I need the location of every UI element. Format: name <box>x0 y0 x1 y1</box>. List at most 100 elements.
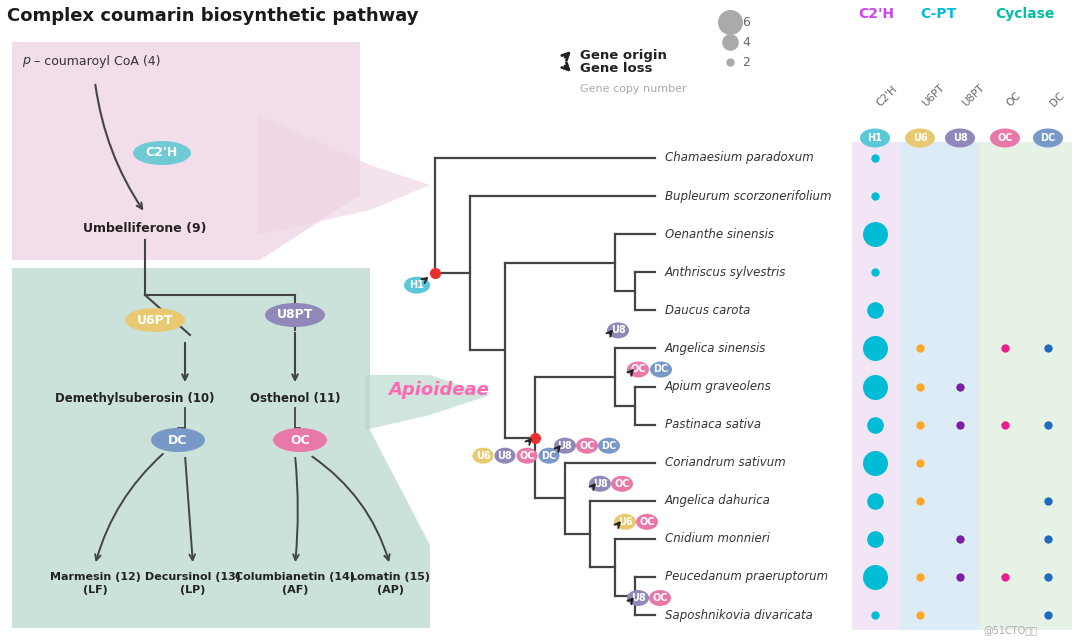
Text: C2'H: C2'H <box>146 147 178 159</box>
Text: DC: DC <box>602 440 617 451</box>
Text: U6: U6 <box>913 133 928 143</box>
Text: Columbianetin (14): Columbianetin (14) <box>235 572 355 582</box>
Text: Gene loss: Gene loss <box>580 62 652 75</box>
Ellipse shape <box>649 590 671 606</box>
Ellipse shape <box>151 428 205 452</box>
Text: Angelica sinensis: Angelica sinensis <box>665 342 767 355</box>
Text: (AF): (AF) <box>282 585 308 595</box>
Text: DC: DC <box>653 365 669 374</box>
Text: DC: DC <box>1048 90 1066 108</box>
Text: U8: U8 <box>631 593 646 603</box>
Text: Cnidium monnieri: Cnidium monnieri <box>665 532 770 545</box>
Text: C-PT: C-PT <box>920 7 956 21</box>
Bar <box>852 142 900 630</box>
Ellipse shape <box>589 476 611 492</box>
Text: @51CTO博客: @51CTO博客 <box>983 625 1037 635</box>
Text: H1: H1 <box>867 133 882 143</box>
Text: U8: U8 <box>593 479 607 489</box>
Text: DC: DC <box>541 451 556 460</box>
Ellipse shape <box>860 129 890 147</box>
Text: OC: OC <box>997 133 1013 143</box>
Ellipse shape <box>473 448 494 464</box>
Text: Gene copy number: Gene copy number <box>580 84 687 94</box>
Text: U6PT: U6PT <box>137 314 173 327</box>
Text: Oenanthe sinensis: Oenanthe sinensis <box>665 228 774 240</box>
Ellipse shape <box>945 129 975 147</box>
Text: U8: U8 <box>498 451 512 460</box>
Text: Bupleurum scorzonerifolium: Bupleurum scorzonerifolium <box>665 190 832 203</box>
Bar <box>900 142 980 630</box>
Text: Apioideae: Apioideae <box>388 381 489 399</box>
Text: 2: 2 <box>742 55 750 69</box>
Text: DC: DC <box>1040 133 1055 143</box>
Polygon shape <box>365 360 490 430</box>
Text: Complex coumarin biosynthetic pathway: Complex coumarin biosynthetic pathway <box>6 7 419 25</box>
Polygon shape <box>258 90 430 235</box>
Polygon shape <box>12 42 360 260</box>
Text: U8PT: U8PT <box>960 82 986 108</box>
Ellipse shape <box>650 361 672 377</box>
Text: Apium graveolens: Apium graveolens <box>665 380 772 393</box>
Ellipse shape <box>990 129 1020 147</box>
Text: U6: U6 <box>618 517 632 527</box>
Text: OC: OC <box>1005 90 1023 108</box>
Text: (AP): (AP) <box>377 585 404 595</box>
Ellipse shape <box>125 308 185 332</box>
Text: Cyclase: Cyclase <box>996 7 1055 21</box>
Text: Umbelliferone (9): Umbelliferone (9) <box>83 222 206 235</box>
Text: U8PT: U8PT <box>276 309 313 322</box>
Text: Decursinol (13): Decursinol (13) <box>145 572 241 582</box>
Text: (LP): (LP) <box>180 585 205 595</box>
Ellipse shape <box>611 476 633 492</box>
Ellipse shape <box>265 303 325 327</box>
Text: U6: U6 <box>475 451 490 460</box>
Text: 4: 4 <box>742 35 750 48</box>
Text: OC: OC <box>519 451 535 460</box>
Text: $p$: $p$ <box>22 55 31 69</box>
Ellipse shape <box>905 129 935 147</box>
Ellipse shape <box>516 448 538 464</box>
Text: (LF): (LF) <box>83 585 107 595</box>
Text: U8: U8 <box>610 325 625 336</box>
Text: C2'H: C2'H <box>858 7 894 21</box>
Text: Lomatin (15): Lomatin (15) <box>350 572 430 582</box>
Ellipse shape <box>539 448 559 464</box>
Text: OC: OC <box>639 517 654 527</box>
Text: U8: U8 <box>557 440 572 451</box>
Text: Saposhnikovia divaricata: Saposhnikovia divaricata <box>665 608 813 622</box>
Ellipse shape <box>636 514 658 530</box>
Ellipse shape <box>576 438 598 454</box>
Ellipse shape <box>607 322 629 338</box>
Ellipse shape <box>598 438 620 454</box>
Ellipse shape <box>404 276 430 294</box>
Text: C2'H: C2'H <box>875 84 900 108</box>
Ellipse shape <box>495 448 515 464</box>
Text: H1: H1 <box>409 280 424 290</box>
Text: OC: OC <box>615 479 630 489</box>
Text: OC: OC <box>652 593 667 603</box>
Text: U8: U8 <box>953 133 968 143</box>
Text: Marmesin (12): Marmesin (12) <box>50 572 140 582</box>
Text: OC: OC <box>291 433 310 446</box>
Ellipse shape <box>627 590 649 606</box>
Text: OC: OC <box>579 440 595 451</box>
Bar <box>980 142 1072 630</box>
Text: Osthenol (11): Osthenol (11) <box>249 392 340 405</box>
Ellipse shape <box>1032 129 1063 147</box>
Text: Chamaesium paradoxum: Chamaesium paradoxum <box>665 152 813 165</box>
Text: Anthriscus sylvestris: Anthriscus sylvestris <box>665 266 786 279</box>
Text: DC: DC <box>168 433 188 446</box>
Polygon shape <box>12 268 430 628</box>
Text: 6: 6 <box>742 15 750 28</box>
Text: U6PT: U6PT <box>920 82 946 108</box>
Text: – coumaroyl CoA (4): – coumaroyl CoA (4) <box>33 55 161 68</box>
Ellipse shape <box>273 428 327 452</box>
Text: Peucedanum praeruptorum: Peucedanum praeruptorum <box>665 570 828 583</box>
Text: Daucus carota: Daucus carota <box>665 304 751 317</box>
Ellipse shape <box>133 141 191 165</box>
Text: Pastinaca sativa: Pastinaca sativa <box>665 418 761 431</box>
Text: Gene origin: Gene origin <box>580 48 666 62</box>
Text: Demethylsuberosin (10): Demethylsuberosin (10) <box>55 392 215 405</box>
Text: Angelica dahurica: Angelica dahurica <box>665 494 771 507</box>
Ellipse shape <box>554 438 576 454</box>
